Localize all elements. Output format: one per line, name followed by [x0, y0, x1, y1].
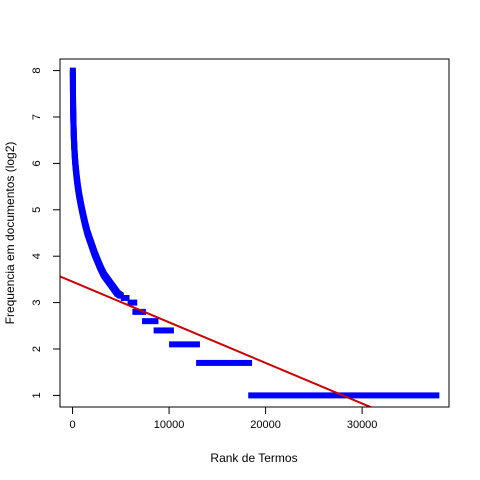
data-point-run	[142, 318, 159, 325]
y-axis: 1 2 3 4 5 6 7 8	[31, 68, 60, 398]
regression-line	[60, 275, 373, 407]
x-tick-label: 20000	[250, 419, 281, 431]
x-tick-label: 10000	[154, 419, 185, 431]
x-tick-label: 30000	[347, 419, 378, 431]
data-point-run	[169, 341, 200, 348]
data-point-run	[153, 327, 174, 334]
data-point-run	[132, 308, 146, 315]
y-tick-label: 3	[31, 300, 43, 306]
y-tick-label: 5	[31, 207, 43, 213]
data-point-run	[120, 294, 130, 301]
y-tick-label: 8	[31, 68, 43, 74]
regression-line-layer	[60, 275, 373, 407]
data-point-run	[196, 359, 253, 366]
data-point-run	[127, 299, 138, 306]
y-tick-label: 7	[31, 114, 43, 120]
plot-frame	[59, 58, 450, 408]
x-tick-label: 0	[69, 419, 75, 431]
y-tick-label: 2	[31, 346, 43, 352]
data-points	[69, 67, 440, 399]
y-axis-label: Frequencia em documentos (log2)	[3, 142, 17, 325]
x-axis: 0 10000 20000 30000	[69, 407, 377, 431]
x-axis-label: Rank de Termos	[210, 451, 297, 465]
y-tick-label: 1	[31, 392, 43, 398]
y-tick-label: 6	[31, 160, 43, 166]
y-tick-label: 4	[31, 253, 43, 259]
